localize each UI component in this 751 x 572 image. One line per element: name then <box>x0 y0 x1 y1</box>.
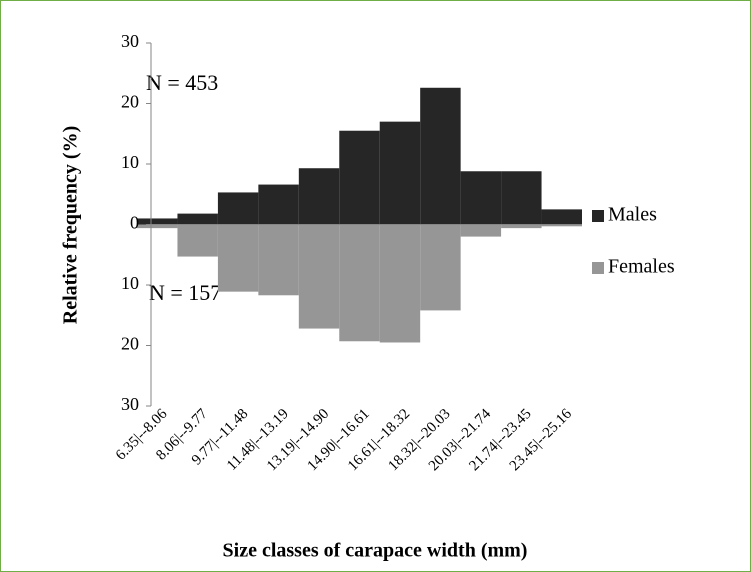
bar <box>460 171 502 225</box>
y-axis-title: Relative frequency (%) <box>60 126 82 324</box>
bar <box>298 224 340 329</box>
bar <box>137 224 178 229</box>
legend-swatch <box>592 210 604 222</box>
bar <box>177 213 218 225</box>
legend-label: Females <box>608 256 675 278</box>
y-tick-label: 30 <box>121 31 139 51</box>
x-axis-title: Size classes of carapace width (mm) <box>223 540 528 562</box>
bar <box>258 224 299 296</box>
bar <box>298 168 340 225</box>
bar <box>501 171 542 225</box>
y-tick-label: 20 <box>121 334 139 354</box>
y-tick-label: 0 <box>130 213 139 233</box>
bar <box>541 224 582 227</box>
bar <box>137 218 178 225</box>
bar <box>258 184 299 225</box>
y-tick-label: 10 <box>121 152 139 172</box>
legend-label: Males <box>608 204 657 226</box>
y-tick-label: 20 <box>121 92 139 112</box>
bar <box>217 192 259 225</box>
bar <box>379 121 421 225</box>
bar <box>339 130 380 225</box>
bar <box>501 224 542 229</box>
bar <box>541 209 582 225</box>
annotation: N = 157 <box>149 280 221 305</box>
y-tick-label: 10 <box>121 273 139 293</box>
bar <box>379 224 421 343</box>
y-tick-label: 30 <box>121 394 139 414</box>
bar <box>217 224 259 292</box>
bar <box>177 224 218 257</box>
bar <box>420 87 461 225</box>
legend-swatch <box>592 262 604 274</box>
annotation: N = 453 <box>146 70 218 95</box>
bar <box>420 224 461 311</box>
bar <box>460 224 502 237</box>
bar <box>339 224 380 342</box>
